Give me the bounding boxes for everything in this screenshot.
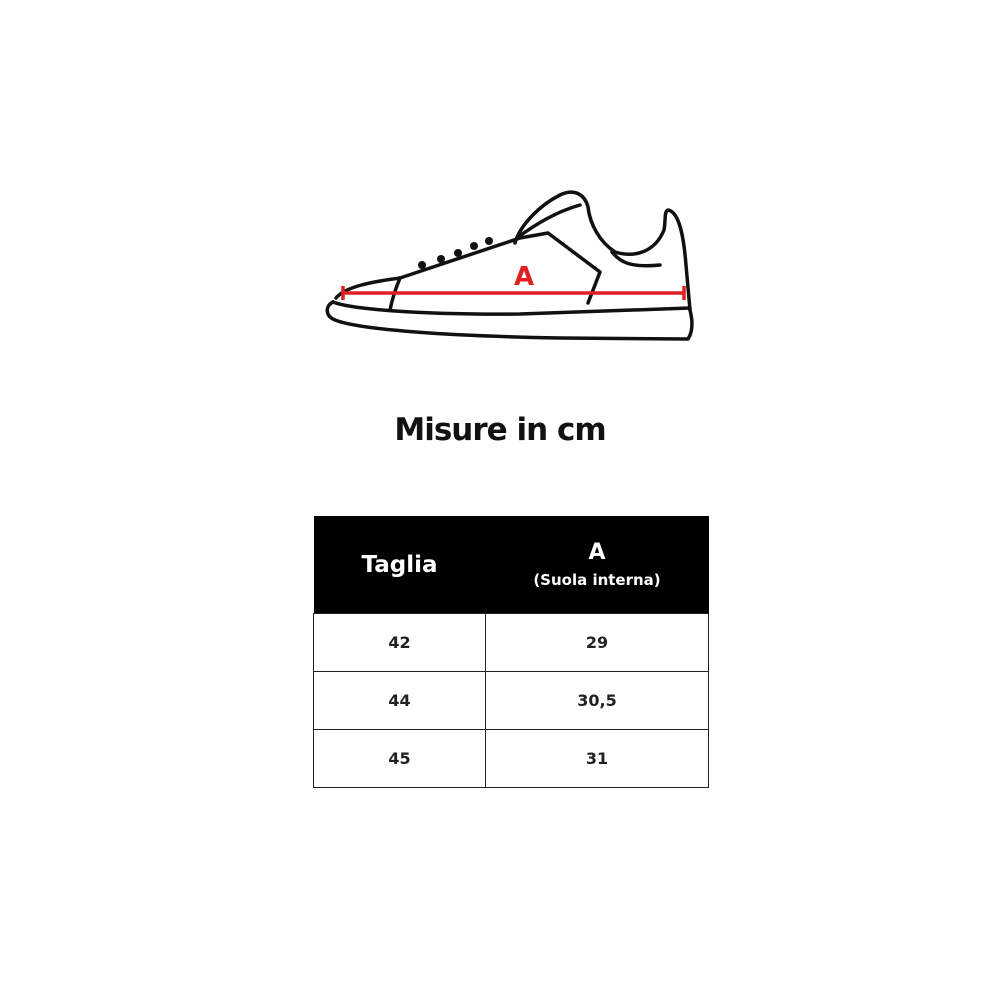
upper-outline xyxy=(334,231,602,305)
header-taglia: Taglia xyxy=(313,516,486,614)
sole-outline xyxy=(325,300,694,341)
table-row: 44 30,5 xyxy=(313,671,709,730)
size-cell: 42 xyxy=(313,613,486,672)
tongue xyxy=(513,190,692,312)
sole-top xyxy=(331,300,692,316)
size-cell: 44 xyxy=(313,671,486,730)
header-a-label: A xyxy=(588,540,606,565)
collar xyxy=(516,203,582,239)
page-title: Misure in cm xyxy=(394,412,606,448)
heel-counter xyxy=(610,250,662,268)
length-cell: 30,5 xyxy=(485,671,709,730)
header-a: A (Suola interna) xyxy=(485,516,709,614)
size-table: Taglia A (Suola interna) 42 29 44 30,5 4… xyxy=(313,516,709,788)
length-cell: 29 xyxy=(485,613,709,672)
table-row: 45 31 xyxy=(313,729,709,788)
table-row: 42 29 xyxy=(313,613,709,672)
length-cell: 31 xyxy=(485,729,709,788)
measure-label: A xyxy=(514,262,534,292)
size-cell: 45 xyxy=(313,729,486,788)
header-a-sub: (Suola interna) xyxy=(533,571,661,589)
